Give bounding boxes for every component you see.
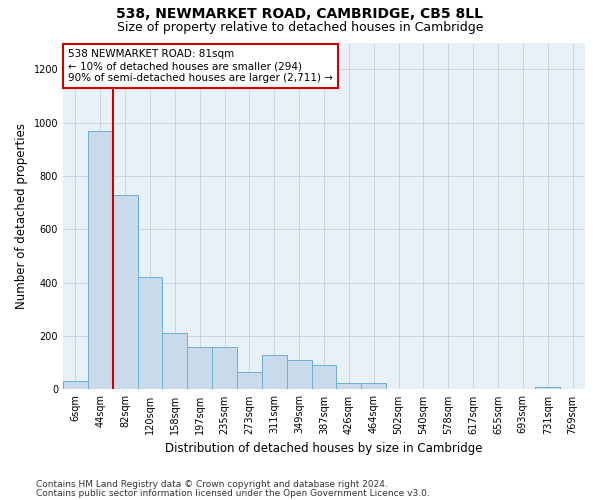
Bar [337, 383, 361, 390]
Y-axis label: Number of detached properties: Number of detached properties [15, 123, 28, 309]
Text: Contains HM Land Registry data © Crown copyright and database right 2024.: Contains HM Land Registry data © Crown c… [36, 480, 388, 489]
Bar [262, 354, 287, 390]
Bar [361, 383, 386, 390]
Text: 538, NEWMARKET ROAD, CAMBRIDGE, CB5 8LL: 538, NEWMARKET ROAD, CAMBRIDGE, CB5 8LL [116, 8, 484, 22]
Bar [113, 194, 137, 390]
Bar [535, 387, 560, 390]
Bar [212, 346, 237, 390]
Text: Size of property relative to detached houses in Cambridge: Size of property relative to detached ho… [117, 21, 483, 34]
Text: Contains public sector information licensed under the Open Government Licence v3: Contains public sector information licen… [36, 489, 430, 498]
Bar [137, 278, 163, 390]
X-axis label: Distribution of detached houses by size in Cambridge: Distribution of detached houses by size … [165, 442, 483, 455]
Bar [237, 372, 262, 390]
Bar [63, 382, 88, 390]
Bar [311, 366, 337, 390]
Bar [187, 346, 212, 390]
Bar [287, 360, 311, 390]
Text: 538 NEWMARKET ROAD: 81sqm
← 10% of detached houses are smaller (294)
90% of semi: 538 NEWMARKET ROAD: 81sqm ← 10% of detac… [68, 50, 333, 82]
Bar [163, 334, 187, 390]
Bar [88, 130, 113, 390]
